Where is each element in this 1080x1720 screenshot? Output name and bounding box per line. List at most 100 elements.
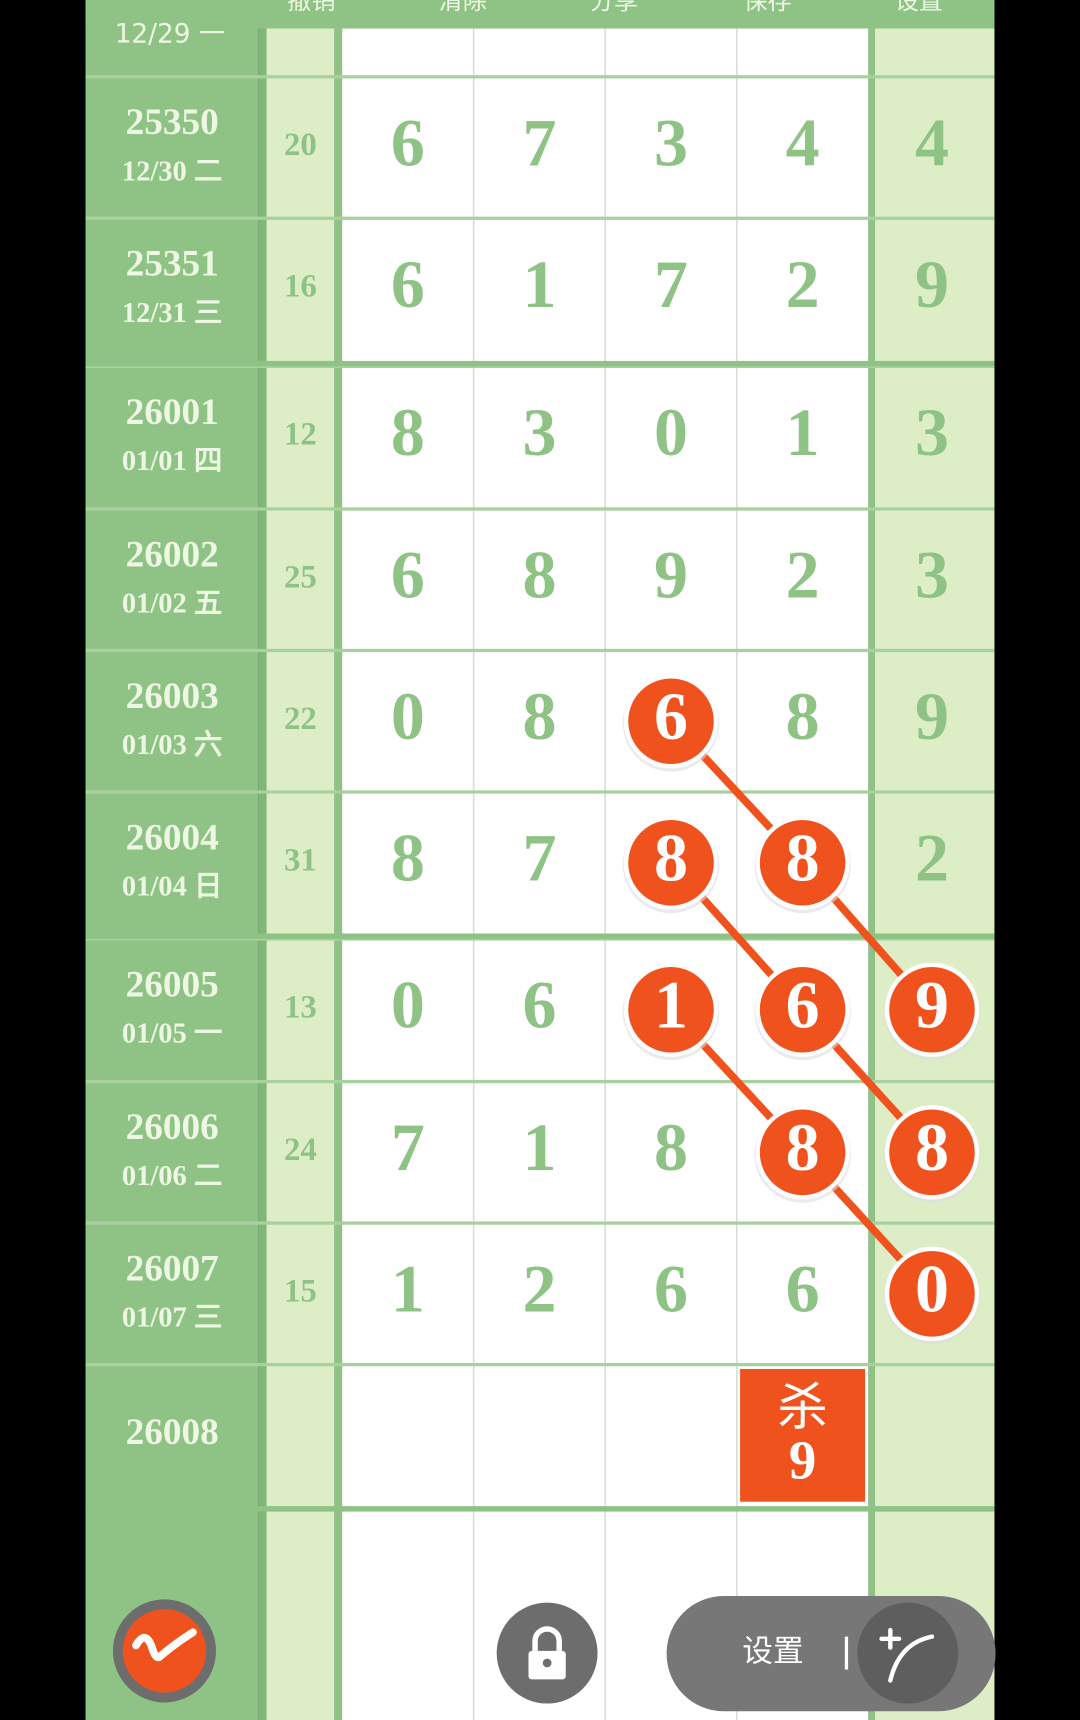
prediction-label: 杀 [777,1378,827,1437]
digit-sum: 24 [284,1132,317,1168]
digit: 8 [522,537,556,613]
draw-date: 12/30 二 [122,156,223,187]
digit: 6 [654,1251,688,1327]
highlight-circle [884,1105,980,1200]
issue-number: 26002 [126,534,219,575]
draw-date: 01/02 五 [122,589,223,620]
highlight-circle [755,815,850,910]
issue-number: 26008 [126,1412,219,1453]
row-divider [85,75,995,79]
draw-date: 01/06 二 [122,1161,223,1192]
issue-number: 25351 [126,244,219,285]
digit-sum: 13 [284,989,317,1025]
draw-date: 01/03 六 [122,729,223,761]
digit: 9 [915,246,949,322]
draw-date: 01/04 日 [122,872,223,903]
digit: 0 [391,967,425,1043]
prediction-value: 9 [789,1430,816,1491]
digit: 7 [522,104,556,180]
digit: 4 [915,104,949,180]
row-divider [85,1362,995,1367]
highlight-circle [623,674,719,769]
draw-date: 01/07 三 [122,1303,223,1334]
highlight-circle [623,815,719,910]
digit: 6 [391,246,425,322]
digit: 1 [391,1251,425,1327]
digit: 7 [522,820,556,896]
digit: 3 [915,394,949,470]
digit: 1 [654,967,688,1043]
highlight-circle [884,1246,980,1342]
row-divider [85,507,995,511]
date: 12/29 一 [115,20,225,50]
digit: 8 [654,820,688,896]
digit: 2 [522,1251,556,1327]
highlight-circle [623,962,719,1057]
digit: 7 [654,246,688,322]
toolbar-button[interactable]: 分享 [590,0,638,15]
prediction-box [740,1368,866,1502]
digit: 3 [654,104,688,180]
digit: 8 [915,1109,949,1185]
digit: 8 [522,678,556,754]
digit: 1 [522,1109,556,1185]
digit: 8 [786,820,820,896]
digit: 0 [654,394,688,470]
digit-sum: 12 [284,417,317,453]
group-divider [85,1506,995,1512]
issue-number: 26005 [126,964,219,1005]
group-divider [85,933,995,939]
digit: 8 [391,820,425,896]
digit: 4 [786,104,820,180]
digit-sum: 31 [284,842,317,878]
digit: 3 [915,537,949,613]
digit: 1 [786,394,820,470]
digit: 9 [915,967,949,1043]
digit: 6 [786,1251,820,1327]
digit: 6 [654,678,688,754]
toolbar-button[interactable]: 清除 [439,0,487,15]
group-divider [85,360,995,367]
digit: 8 [786,678,820,754]
digit: 2 [915,820,949,896]
digit-sum: 25 [284,559,317,595]
row-divider [85,1079,995,1084]
draw-date: 12/31 三 [122,298,223,329]
draw-date: 01/01 四 [122,446,223,477]
issue-number: 26006 [126,1107,219,1148]
issue-number: 26007 [126,1248,219,1289]
row-divider [85,790,995,794]
digit-sum: 16 [284,269,317,305]
digit: 6 [522,967,556,1043]
draw-tool[interactable] [857,1602,959,1704]
digit: 0 [915,1251,949,1327]
draw-date: 01/05 一 [122,1019,223,1050]
digit: 8 [654,1109,688,1185]
row-divider [85,1221,995,1225]
toolbar-button[interactable]: 设置 [895,0,943,15]
digit: 6 [391,537,425,613]
highlight-circle [884,962,980,1057]
issue-number: 25350 [126,102,219,143]
digit: 2 [786,537,820,613]
digit-sum: 20 [284,127,317,163]
digit: 6 [786,967,820,1043]
digit: 6 [391,104,425,180]
digit: 3 [522,394,556,470]
digit: 0 [391,678,425,754]
digit: 8 [786,1109,820,1185]
row-divider [85,216,995,220]
toolbar-button[interactable]: 撤销 [287,0,335,15]
issue-number: 26003 [126,676,219,717]
row-divider [85,648,995,653]
digit: 1 [522,246,556,322]
issue-number: 26001 [126,392,219,433]
highlight-circle [755,1105,850,1200]
digit: 9 [654,537,688,613]
toolbar-button[interactable]: 保存 [743,0,791,15]
digit: 9 [915,678,949,754]
settings-label[interactable]: 设置 [742,1635,803,1670]
issue-number: 26004 [126,817,219,858]
